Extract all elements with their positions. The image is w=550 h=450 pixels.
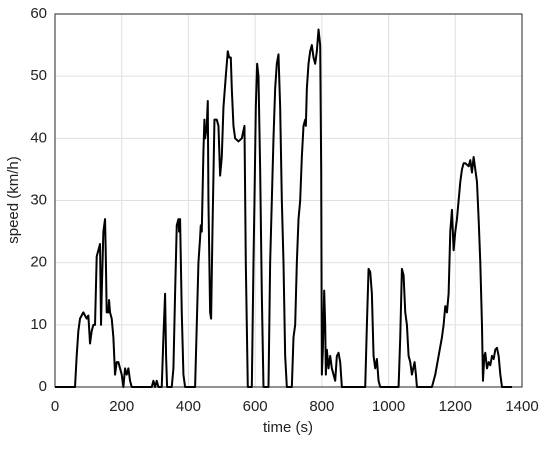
x-tick-label: 1000 [372, 398, 405, 415]
y-tick-label: 40 [30, 129, 47, 146]
x-tick-label: 600 [243, 398, 268, 415]
x-tick-label: 1400 [505, 398, 538, 415]
y-tick-label: 10 [30, 316, 47, 333]
x-tick-label: 0 [51, 398, 59, 415]
y-tick-label: 20 [30, 254, 47, 271]
y-tick-label: 30 [30, 191, 47, 208]
x-axis-label: time (s) [263, 419, 313, 436]
y-tick-label: 50 [30, 67, 47, 84]
x-tick-label: 400 [176, 398, 201, 415]
x-tick-label: 800 [309, 398, 334, 415]
y-tick-label: 0 [39, 378, 47, 395]
speed-line [55, 28, 512, 388]
x-tick-label: 1200 [439, 398, 472, 415]
y-axis-label: speed (km/h) [5, 156, 22, 244]
y-tick-label: 60 [30, 5, 47, 22]
x-tick-label: 200 [109, 398, 134, 415]
